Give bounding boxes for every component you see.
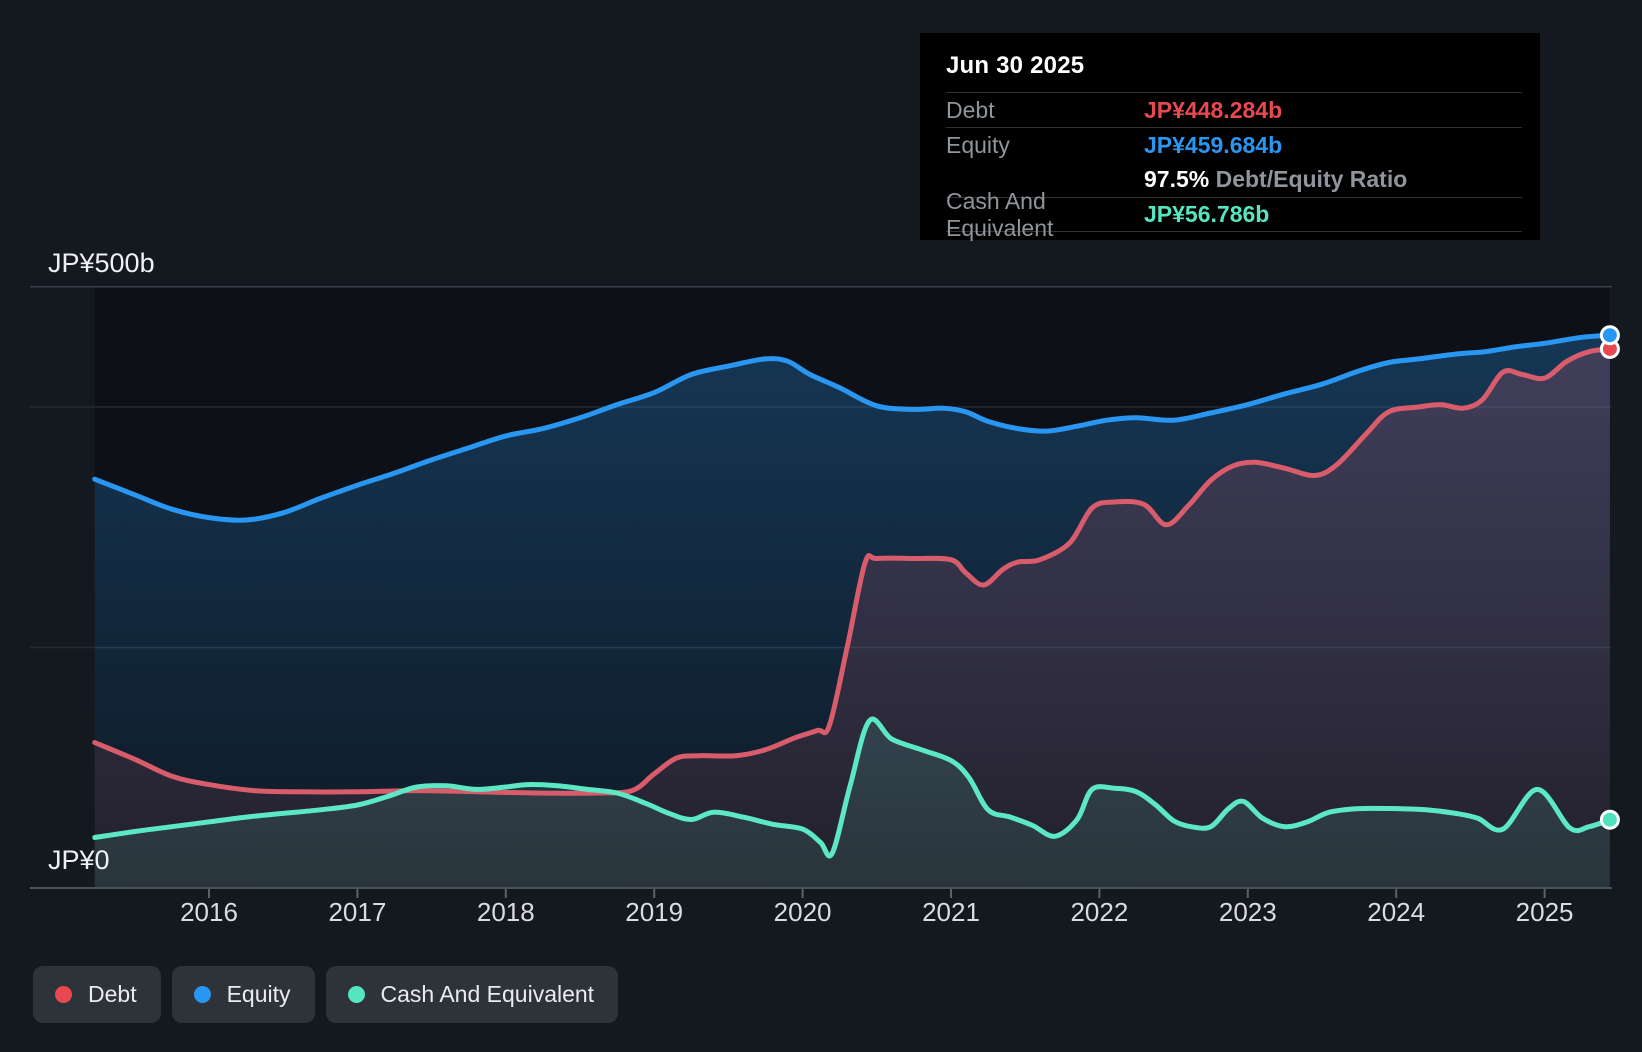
legend-item-cash[interactable]: Cash And Equivalent (326, 966, 619, 1023)
x-label-2025: 2025 (1516, 897, 1574, 927)
tooltip-equity-label: Equity (946, 132, 1144, 159)
x-label-2024: 2024 (1367, 897, 1425, 927)
tooltip-date: Jun 30 2025 (946, 46, 1522, 92)
cash-and-equivalent-end-marker[interactable] (1601, 811, 1618, 828)
equity-dot-icon (194, 986, 211, 1003)
x-label-2021: 2021 (922, 897, 980, 927)
chart-legend: Debt Equity Cash And Equivalent (33, 966, 618, 1023)
tooltip-debt-value: JP¥448.284b (1144, 97, 1282, 124)
equity-end-marker[interactable] (1601, 327, 1618, 344)
legend-equity-label: Equity (227, 981, 291, 1008)
tooltip-debt-label: Debt (946, 97, 1144, 124)
legend-cash-label: Cash And Equivalent (381, 981, 595, 1008)
legend-item-equity[interactable]: Equity (172, 966, 315, 1023)
tooltip-equity-value: JP¥459.684b (1144, 132, 1282, 159)
y-axis-max-label: JP¥500b (48, 248, 155, 278)
tooltip-cash-value: JP¥56.786b (1144, 201, 1269, 228)
x-label-2016: 2016 (180, 897, 238, 927)
x-label-2023: 2023 (1219, 897, 1277, 927)
x-label-2019: 2019 (625, 897, 683, 927)
tooltip-ratio-value: 97.5% (1144, 166, 1209, 192)
tooltip-row-cash: Cash And Equivalent JP¥56.786b (946, 197, 1522, 232)
tooltip-row-equity: Equity JP¥459.684b (946, 127, 1522, 162)
tooltip-ratio-suffix: Debt/Equity Ratio (1209, 166, 1407, 192)
x-label-2018: 2018 (477, 897, 535, 927)
chart-tooltip: Jun 30 2025 Debt JP¥448.284b Equity JP¥4… (920, 33, 1540, 240)
legend-item-debt[interactable]: Debt (33, 966, 161, 1023)
balance-sheet-history-page: 2016 2017 2018 2019 2020 2021 2022 2023 2024 2025… (0, 0, 1642, 1052)
x-label-2020: 2020 (774, 897, 832, 927)
tooltip-ratio: 97.5% Debt/Equity Ratio (1144, 166, 1407, 193)
tooltip-row-debt: Debt JP¥448.284b (946, 92, 1522, 127)
y-axis-zero-label: JP¥0 (48, 845, 110, 875)
debt-dot-icon (55, 986, 72, 1003)
x-label-2022: 2022 (1070, 897, 1128, 927)
tooltip-cash-label: Cash And Equivalent (946, 188, 1144, 242)
x-label-2017: 2017 (328, 897, 386, 927)
legend-debt-label: Debt (88, 981, 137, 1008)
cash-dot-icon (348, 986, 365, 1003)
